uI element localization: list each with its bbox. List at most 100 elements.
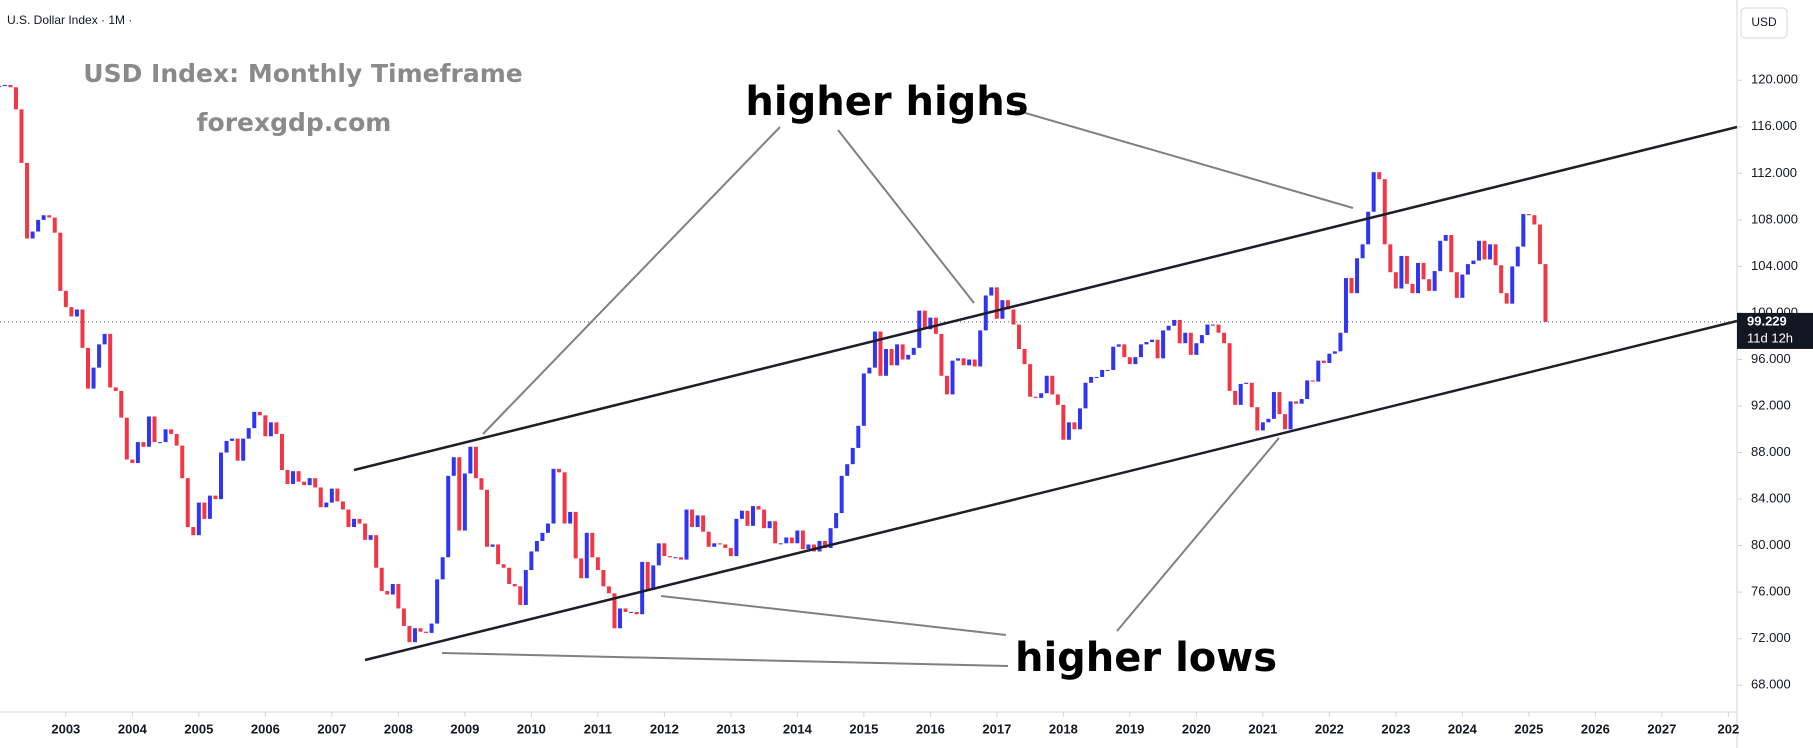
- candle: [1116, 344, 1121, 347]
- candle: [667, 556, 672, 558]
- candle: [496, 544, 501, 565]
- candle: [1122, 344, 1127, 358]
- candle: [1266, 418, 1271, 423]
- candle: [462, 473, 467, 531]
- pointer-line: [1116, 437, 1280, 632]
- candle: [108, 333, 113, 388]
- candle: [446, 475, 451, 558]
- candle: [1238, 383, 1243, 405]
- x-tick-label: 2004: [118, 721, 148, 736]
- candle: [219, 452, 223, 500]
- plot-area: [0, 84, 1737, 643]
- candle: [1183, 332, 1188, 344]
- candle: [579, 558, 584, 579]
- candle: [1044, 375, 1049, 394]
- candle: [1194, 343, 1199, 355]
- candle: [1005, 300, 1010, 310]
- x-tick-label: 2011: [584, 721, 612, 736]
- candle: [1432, 271, 1437, 291]
- candle: [30, 231, 35, 239]
- candle: [146, 416, 151, 447]
- candle: [717, 543, 722, 545]
- candle: [1210, 324, 1215, 326]
- candle: [1017, 324, 1022, 350]
- candle: [163, 429, 168, 443]
- candle: [806, 544, 811, 550]
- candle: [540, 532, 545, 541]
- pointers: [441, 109, 1354, 667]
- candle: [263, 415, 268, 437]
- x-tick-label: 2020: [1182, 721, 1211, 736]
- x-tick-label: 2003: [51, 721, 80, 736]
- candle: [839, 475, 844, 514]
- candle: [479, 478, 484, 490]
- candle: [878, 331, 883, 376]
- pointer-line: [482, 126, 781, 435]
- candle: [762, 509, 767, 529]
- candle: [1294, 401, 1299, 404]
- candle: [1233, 390, 1238, 405]
- candle: [130, 459, 135, 464]
- countdown-label: 11d 12h: [1747, 330, 1793, 345]
- candle: [551, 468, 556, 524]
- x-tick-label: 2012: [650, 721, 679, 736]
- candle: [357, 518, 362, 524]
- y-tick-label: 104.000: [1751, 258, 1798, 273]
- candle: [989, 287, 994, 296]
- candle: [407, 625, 412, 643]
- candle: [1355, 258, 1360, 294]
- candle: [612, 593, 617, 629]
- candle: [2, 84, 7, 87]
- candle: [313, 478, 318, 488]
- candle: [512, 584, 517, 587]
- candle: [789, 537, 794, 544]
- candle: [1360, 244, 1365, 259]
- candle: [900, 344, 905, 360]
- candle: [191, 527, 196, 536]
- candle: [246, 428, 251, 439]
- candle: [252, 411, 257, 429]
- candle: [1499, 265, 1504, 294]
- candle: [828, 528, 833, 548]
- candle: [706, 531, 711, 547]
- candle: [291, 471, 296, 484]
- currency-box[interactable]: [1740, 7, 1788, 39]
- y-tick-label: 92.000: [1751, 397, 1791, 412]
- y-tick-label: 120.000: [1751, 72, 1798, 87]
- candle: [196, 502, 201, 536]
- candle: [1066, 422, 1071, 440]
- candle: [1011, 309, 1016, 325]
- candle: [241, 438, 246, 461]
- candle: [1283, 414, 1288, 430]
- candle: [944, 375, 949, 395]
- candle: [1488, 244, 1493, 260]
- x-tick-label: 2021: [1248, 721, 1277, 736]
- candle: [346, 509, 351, 528]
- y-tick-label: 88.000: [1751, 444, 1791, 459]
- candle: [557, 468, 562, 473]
- candle: [1443, 235, 1448, 241]
- candle: [823, 540, 828, 548]
- candle: [507, 567, 512, 585]
- candle: [872, 331, 877, 368]
- candle: [80, 309, 85, 348]
- candle: [169, 429, 174, 434]
- candle: [1177, 319, 1182, 344]
- candle: [751, 506, 756, 526]
- pointer-line: [441, 652, 1009, 667]
- candle: [1111, 346, 1116, 370]
- candle: [268, 422, 273, 437]
- candle: [1244, 382, 1249, 384]
- candle: [457, 457, 462, 531]
- candle: [490, 544, 495, 547]
- candle: [1144, 342, 1149, 345]
- candle: [25, 162, 30, 239]
- y-tick-label: 84.000: [1751, 491, 1791, 506]
- x-tick-label: 2026: [1581, 721, 1610, 736]
- y-axis: 68.000 72.000 76.000 80.000 84.000 88.000 92.0…: [1737, 72, 1813, 692]
- candle: [1460, 274, 1465, 298]
- candle: [606, 586, 611, 594]
- candle: [1277, 392, 1282, 415]
- candle: [47, 215, 52, 218]
